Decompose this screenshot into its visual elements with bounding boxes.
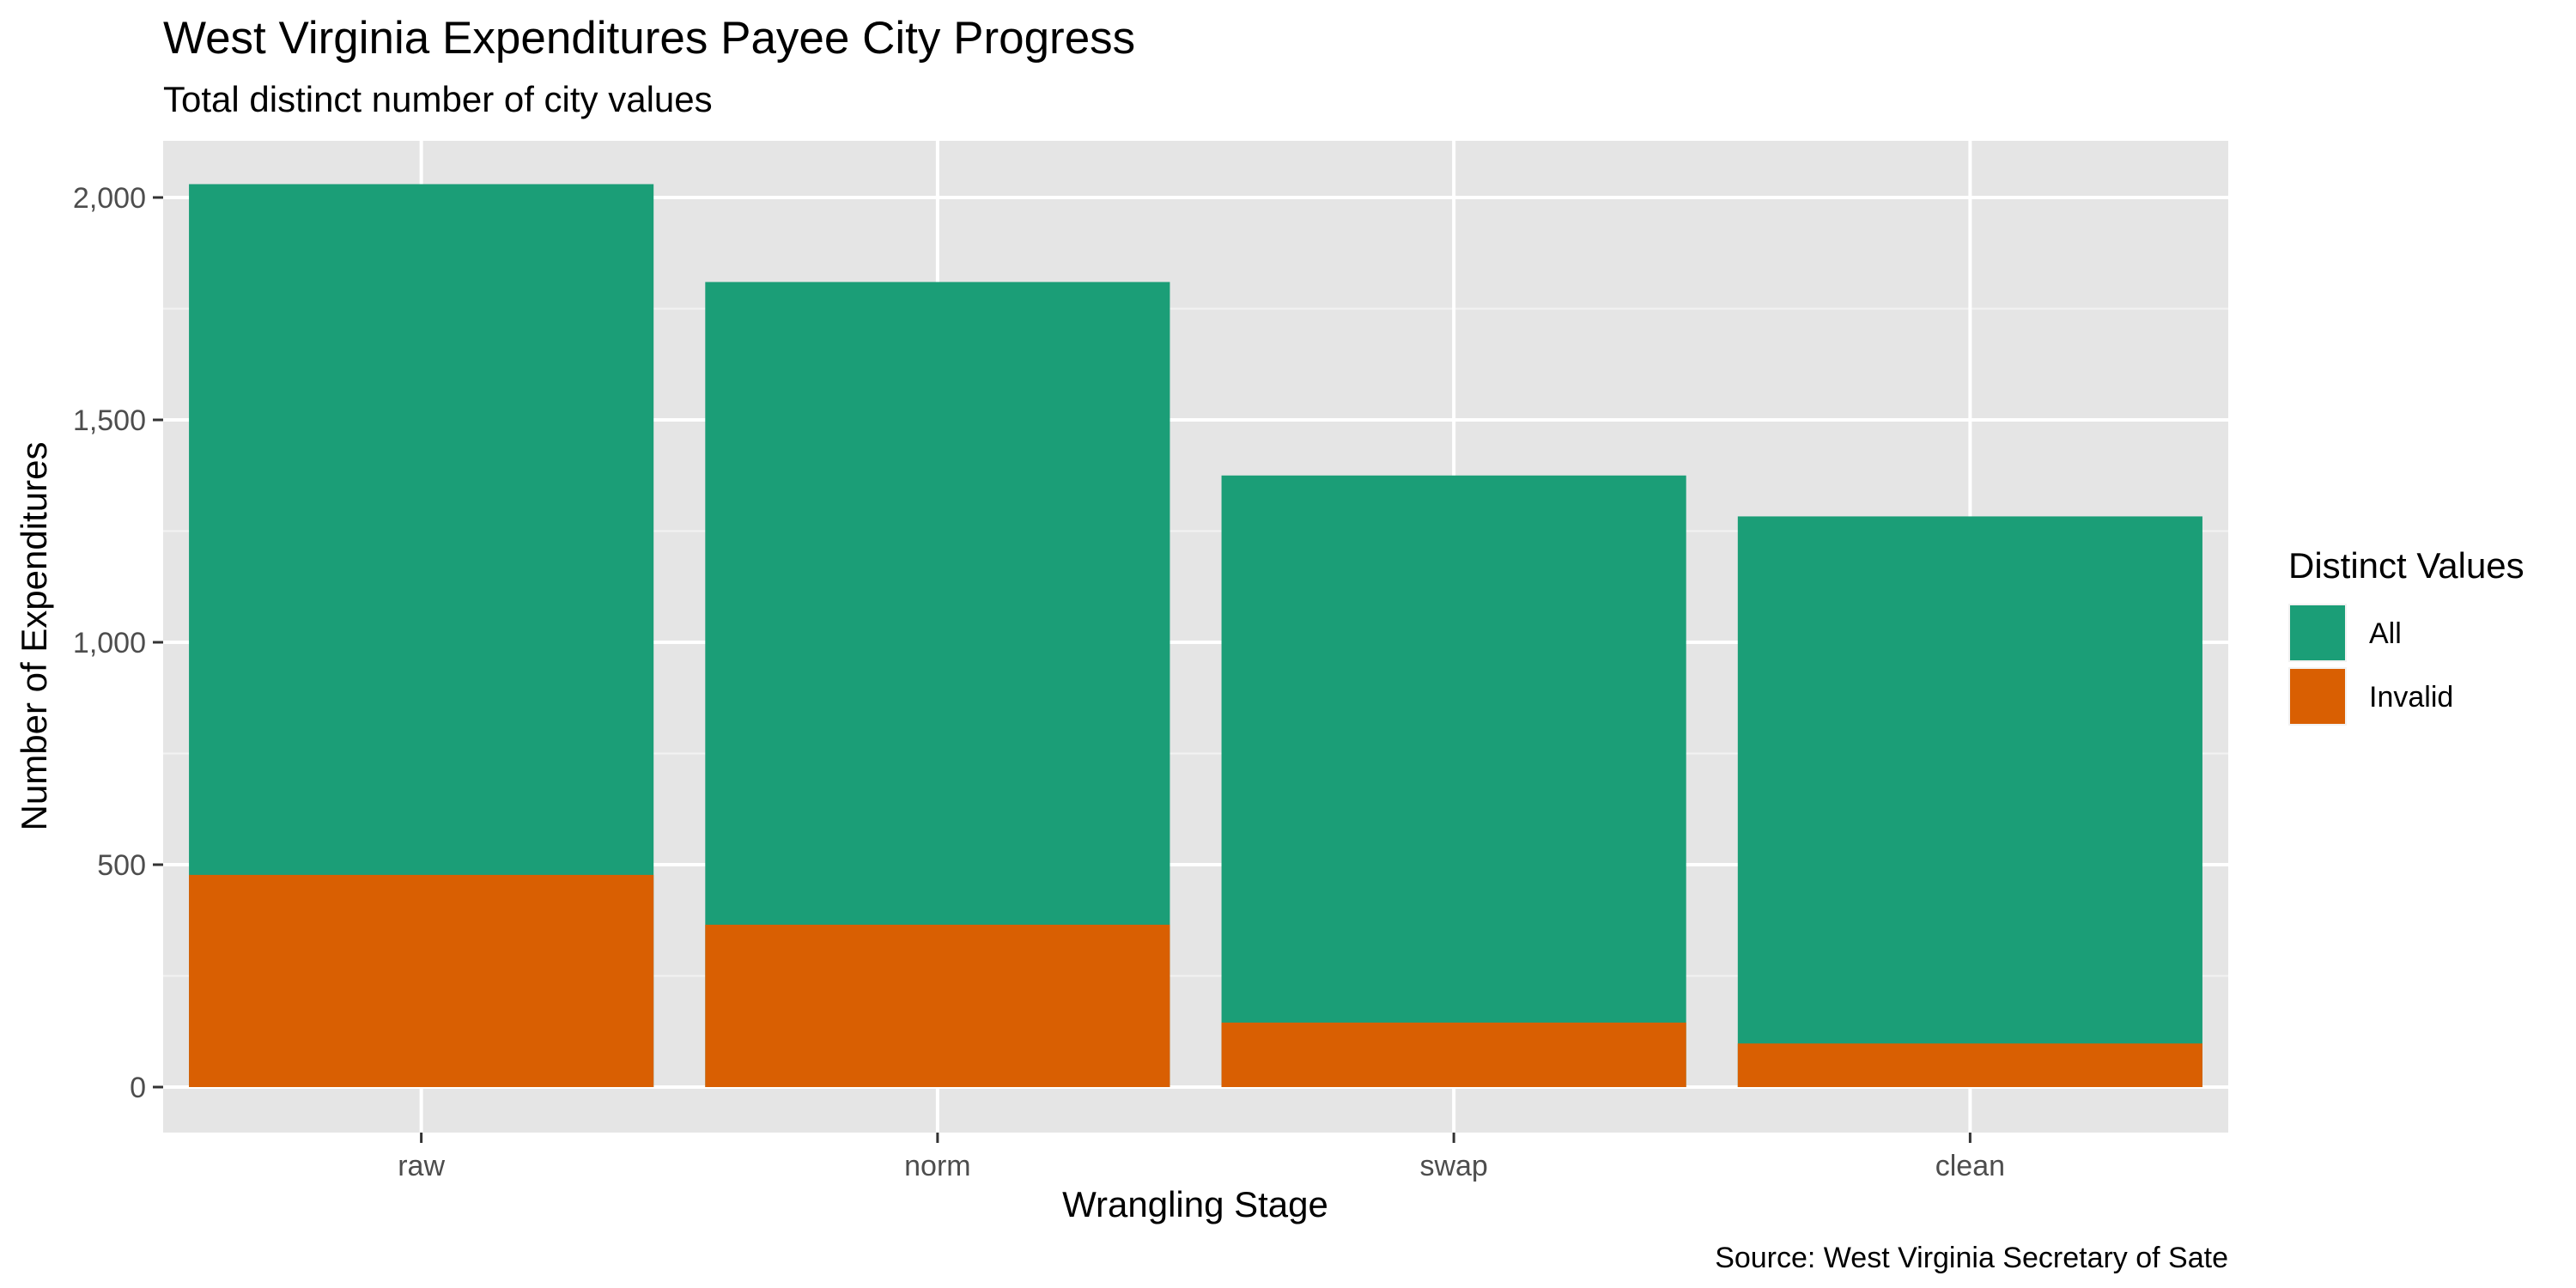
y-tick-label: 500 <box>97 849 146 882</box>
x-tick-label: raw <box>398 1150 445 1182</box>
legend: Distinct Values All Invalid <box>2288 545 2524 726</box>
bars <box>189 184 2202 1088</box>
bar-invalid-raw <box>189 874 654 1087</box>
legend-label-invalid: Invalid <box>2369 681 2453 714</box>
bar-invalid-norm <box>705 924 1170 1087</box>
legend-title: Distinct Values <box>2288 545 2524 586</box>
chart-subtitle: Total distinct number of city values <box>163 79 713 119</box>
x-axis-title: Wrangling Stage <box>1062 1184 1328 1224</box>
legend-key-invalid <box>2290 669 2345 724</box>
y-tick-label: 2,000 <box>73 182 146 215</box>
x-tick-label: clean <box>1935 1150 2005 1182</box>
y-tick-label: 0 <box>130 1072 146 1104</box>
bar-all-clean <box>1737 516 2202 1087</box>
bar-all-swap <box>1221 475 1686 1087</box>
x-tick-label: norm <box>904 1150 970 1182</box>
x-axis: raw norm swap clean <box>398 1133 2005 1182</box>
x-tick-label: swap <box>1419 1150 1487 1182</box>
legend-label-all: All <box>2369 617 2402 650</box>
chart-caption: Source: West Virginia Secretary of Sate <box>1715 1242 2228 1274</box>
legend-key-all <box>2290 605 2345 660</box>
y-axis: 0 500 1,000 1,500 2,000 <box>73 182 163 1104</box>
y-tick-label: 1,500 <box>73 404 146 437</box>
y-axis-title: Number of Expenditures <box>14 442 54 831</box>
bar-invalid-clean <box>1737 1043 2202 1087</box>
chart-title: West Virginia Expenditures Payee City Pr… <box>163 13 1135 64</box>
y-tick-label: 1,000 <box>73 627 146 659</box>
bar-invalid-swap <box>1221 1022 1686 1087</box>
